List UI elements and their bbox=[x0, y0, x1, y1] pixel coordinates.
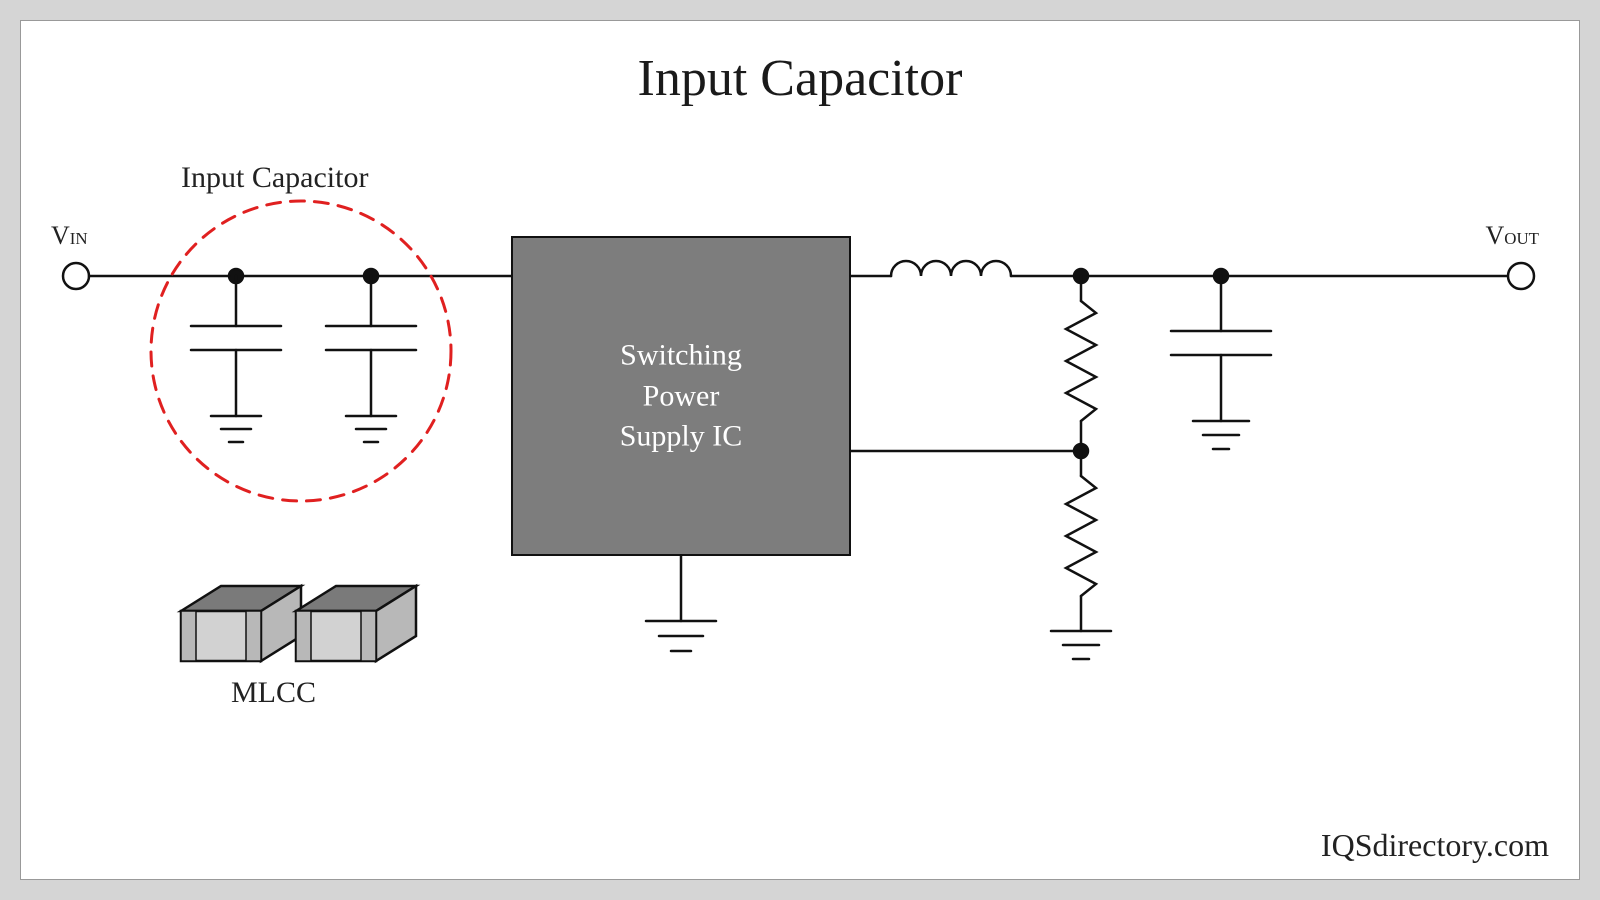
mlcc-icon-2 bbox=[296, 586, 416, 661]
vin-terminal-icon bbox=[63, 263, 89, 289]
diagram-frame: Input Capacitor Input Capacitor VIN VOUT… bbox=[20, 20, 1580, 880]
circuit-svg bbox=[21, 21, 1581, 881]
resistor-r2-icon bbox=[1066, 476, 1096, 596]
vout-terminal-icon bbox=[1508, 263, 1534, 289]
resistor-r1-icon bbox=[1066, 301, 1096, 421]
inductor-icon bbox=[891, 261, 1011, 276]
mlcc-icon-1 bbox=[181, 586, 301, 661]
watermark-text: IQSdirectory.com bbox=[1321, 827, 1549, 864]
